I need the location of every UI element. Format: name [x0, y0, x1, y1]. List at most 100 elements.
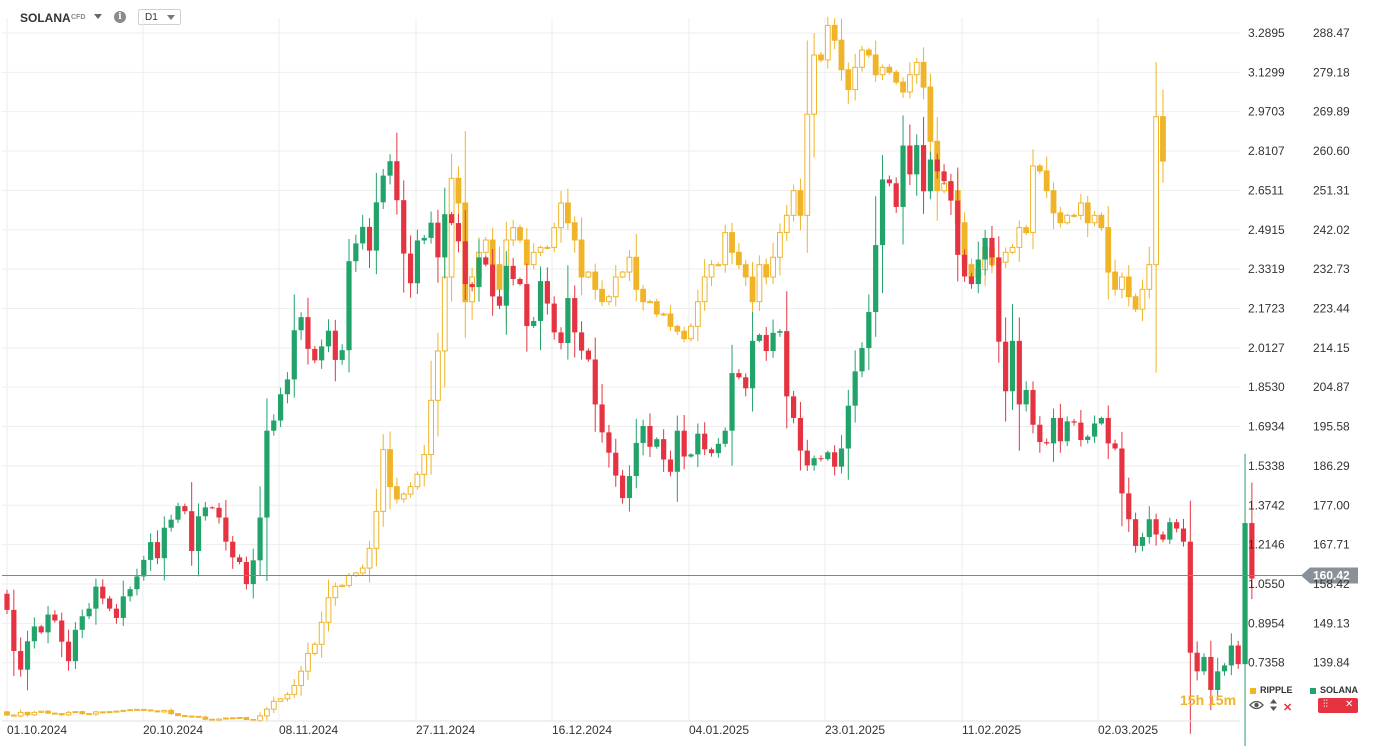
solana-candle	[113, 608, 120, 618]
solana-candle	[681, 430, 687, 457]
solana-candle	[565, 298, 571, 343]
solana-candle	[873, 245, 879, 313]
solana-candle	[1037, 424, 1043, 443]
ripple-candle	[681, 330, 688, 340]
solana-candle	[476, 257, 482, 288]
x-tick-label: 11.02.2025	[962, 723, 1021, 737]
solana-candle	[360, 226, 366, 244]
solana-candle	[366, 226, 373, 251]
ripple-tick-label: 0.8954	[1248, 616, 1285, 630]
ripple-candle	[99, 711, 106, 714]
ripple-candle	[209, 718, 216, 721]
ripple-candle	[332, 586, 339, 599]
solana-candle	[483, 257, 489, 265]
solana-candle	[1119, 448, 1125, 494]
ripple-tick-label: 2.0127	[1248, 341, 1285, 355]
solana-candle	[524, 284, 530, 327]
solana-candle	[1091, 423, 1098, 437]
solana-candle	[592, 359, 598, 405]
ripple-candle	[24, 711, 31, 716]
ripple-swatch	[1250, 687, 1256, 694]
ripple-candle	[701, 276, 708, 303]
ripple-candle	[346, 574, 352, 586]
solana-candle	[1221, 665, 1228, 672]
solana-tick-label: 139.84	[1313, 656, 1350, 670]
ripple-candle	[592, 271, 599, 290]
ripple-candle	[1030, 165, 1036, 234]
ripple-tick-label: 1.3742	[1248, 498, 1285, 512]
ripple-candle	[31, 711, 38, 716]
ripple-candle	[441, 276, 448, 352]
solana-candle	[79, 616, 85, 630]
ripple-candle	[1125, 276, 1132, 298]
eye-icon[interactable]	[1249, 699, 1264, 711]
ripple-candle	[277, 698, 284, 702]
solana-candle	[120, 596, 126, 618]
solana-candle	[886, 179, 892, 184]
solana-candle	[1249, 523, 1255, 579]
solana-candle	[1105, 417, 1111, 444]
solana-candle	[394, 161, 400, 201]
ripple-candle	[1146, 264, 1153, 290]
solana-candle	[1098, 417, 1104, 424]
ripple-candle	[845, 69, 852, 91]
solana-candle	[209, 507, 215, 509]
solana-candle	[784, 331, 790, 397]
solana-candle	[1078, 422, 1084, 441]
ripple-candle	[58, 713, 65, 716]
solana-candle	[503, 265, 509, 306]
ripple-candle	[1009, 246, 1016, 253]
solana-tick-label: 260.60	[1313, 144, 1350, 158]
solana-candle	[756, 334, 762, 341]
solana-candle	[845, 405, 851, 449]
close-icon[interactable]: ✕	[1283, 702, 1293, 714]
timeframe-select[interactable]: D1	[138, 9, 181, 25]
sliders-icon[interactable]: ⫶⫶	[1323, 699, 1328, 710]
close-icon[interactable]: ✕	[1345, 699, 1354, 710]
ripple-candle	[448, 177, 455, 278]
ripple-candle	[1091, 214, 1098, 224]
ripple-candle	[120, 709, 127, 712]
ripple-candle	[906, 74, 913, 93]
ripple-candle	[10, 714, 17, 717]
solana-candle	[599, 404, 605, 433]
solana-candle	[914, 145, 920, 175]
ripple-candle	[1119, 276, 1125, 290]
solana-candle	[442, 214, 448, 258]
solana-candle	[1057, 417, 1063, 442]
legend-solana[interactable]: SOLANA	[1310, 685, 1358, 695]
ripple-candle	[1112, 271, 1118, 290]
ripple-candle	[175, 713, 181, 717]
symbol-name[interactable]: SOLANA	[20, 11, 71, 25]
legend-ripple[interactable]: RIPPLE	[1250, 685, 1293, 695]
solana-candle	[948, 181, 954, 201]
solana-candle	[1030, 390, 1036, 425]
solana-tick-label: 158.42	[1313, 577, 1350, 591]
solana-candle	[1023, 390, 1029, 405]
ripple-tick-label: 1.6934	[1248, 420, 1285, 434]
ripple-candle	[496, 264, 503, 290]
ripple-candle	[127, 709, 134, 712]
ripple-candle	[86, 713, 92, 716]
solana-candle	[1044, 442, 1050, 444]
solana-candle	[141, 559, 147, 577]
ripple-tick-label: 2.1723	[1248, 301, 1285, 315]
solana-candle	[893, 183, 899, 207]
solana-series-controls[interactable]: ⫶⫶ ✕	[1318, 698, 1358, 713]
ripple-candle	[872, 54, 879, 76]
ripple-candle	[749, 276, 756, 303]
solana-candle	[920, 145, 927, 192]
ripple-candle	[236, 717, 243, 720]
ripple-candle	[756, 264, 763, 303]
ripple-candle	[729, 232, 735, 253]
solana-candle	[100, 586, 106, 599]
solana-candle	[387, 161, 393, 176]
ripple-candle	[202, 716, 209, 720]
solana-candle	[230, 541, 236, 558]
solana-candle	[852, 371, 858, 406]
chevron-down-icon[interactable]	[94, 14, 102, 19]
up-down-arrows-icon[interactable]	[1269, 699, 1278, 711]
solana-candle	[24, 641, 31, 670]
info-icon[interactable]: i	[114, 11, 126, 23]
